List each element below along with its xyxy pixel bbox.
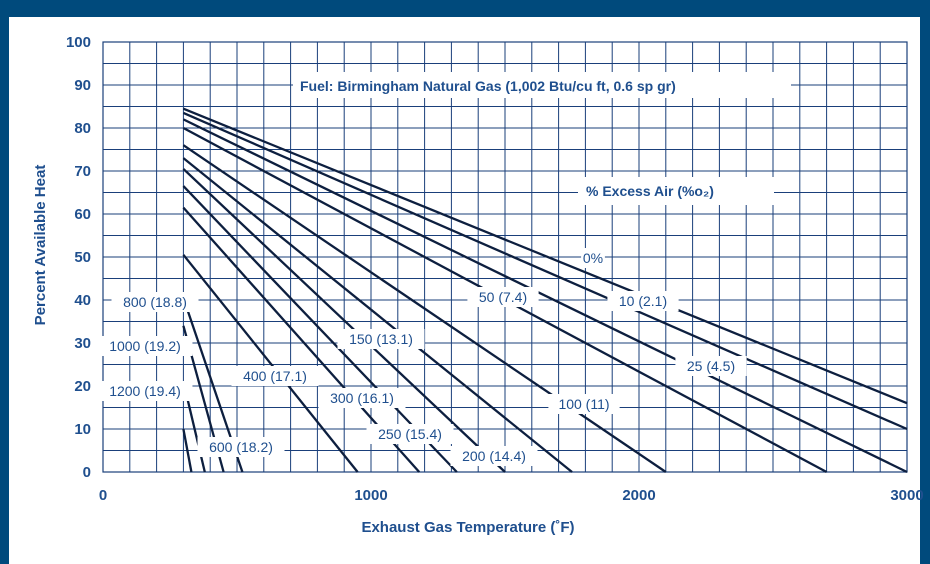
curve-label-bg [607, 291, 679, 311]
series-line [182, 118, 908, 474]
y-tick-label: 30 [74, 335, 91, 352]
curve-label-bg [197, 437, 285, 457]
series-line [182, 157, 573, 473]
curve-labels: 0% 10 (2.1) 25 (4.5) 50 (7.4) 100 (11) 150 (1… [97, 248, 747, 466]
curve-label-bg [675, 356, 747, 376]
curve-label: 200 (14.4) [462, 448, 526, 464]
legend-title: % Excess Air (%o₂) [578, 177, 774, 205]
curve-label: 250 (15.4) [378, 426, 442, 442]
x-tick-label: 2000 [622, 487, 655, 504]
curve-label: 300 (16.1) [330, 390, 394, 406]
y-tick-label: 60 [74, 206, 91, 223]
y-tick-label: 100 [66, 34, 91, 51]
curve-label-bg [97, 381, 193, 401]
curve-label: 10 (2.1) [619, 293, 667, 309]
curve-label: 0% [583, 250, 603, 266]
curve-label: 400 (17.1) [243, 368, 307, 384]
curve-label-bg [450, 446, 538, 466]
frame-right-border [920, 17, 930, 564]
header-bar [0, 0, 930, 17]
curve-label-bg [581, 248, 605, 268]
fuel-annotation: Fuel: Birmingham Natural Gas (1,002 Btu/… [293, 72, 791, 98]
curve-label-bg [318, 388, 406, 408]
y-tick-label: 0 [83, 464, 91, 481]
x-axis-label: Exhaust Gas Temperature (˚F) [361, 519, 574, 536]
series-line [182, 144, 667, 473]
curve-label: 600 (18.2) [209, 439, 273, 455]
chart-grid [102, 41, 908, 473]
curve-label-bg [111, 292, 199, 312]
y-tick-label: 80 [74, 120, 91, 137]
series-line [182, 168, 506, 473]
x-tick-label: 0 [99, 487, 107, 504]
x-tick-label: 3000 [890, 487, 923, 504]
series-line [182, 254, 359, 473]
fuel-annotation-text: Fuel: Birmingham Natural Gas (1,002 Btu/… [300, 78, 676, 94]
curve-label-bg [467, 287, 539, 307]
curve-label: 1200 (19.4) [109, 383, 181, 399]
frame-left-border [0, 17, 9, 564]
y-tick-label: 70 [74, 163, 91, 180]
curve-label: 150 (13.1) [349, 331, 413, 347]
y-tick-label: 50 [74, 249, 91, 266]
curve-label: 50 (7.4) [479, 289, 527, 305]
y-tick-label: 20 [74, 378, 91, 395]
chart-curves [182, 107, 908, 474]
y-tick-label: 90 [74, 77, 91, 94]
curve-label-bg [337, 329, 425, 349]
y-tick-label: 10 [74, 421, 91, 438]
curve-label: 100 (11) [558, 396, 609, 412]
series-line [182, 107, 908, 405]
series-line [182, 111, 908, 431]
series-line [182, 428, 193, 473]
curve-label-bg [231, 366, 319, 386]
curve-label: 1000 (19.2) [109, 338, 181, 354]
x-tick-label: 1000 [354, 487, 387, 504]
curve-label: 800 (18.8) [123, 294, 187, 310]
curve-label-bg [548, 394, 620, 414]
curve-label: 25 (4.5) [687, 358, 735, 374]
legend-title-text: % Excess Air (%o₂) [586, 183, 714, 199]
axis-ticks: 0 1000 2000 3000 0 10 20 30 40 50 60 70 80 90 100 [66, 34, 924, 504]
curve-label-bg [97, 336, 193, 356]
curve-label-bg [366, 424, 454, 444]
y-axis-label: Percent Available Heat [32, 165, 49, 326]
y-tick-label: 40 [74, 292, 91, 309]
